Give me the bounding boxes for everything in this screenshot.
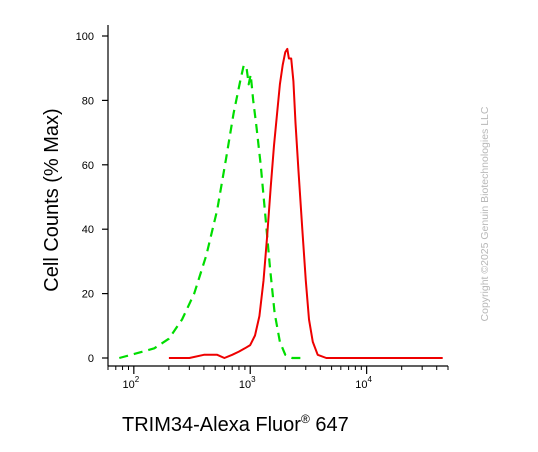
x-axis-label: TRIM34-Alexa Fluor® 647 xyxy=(122,412,349,437)
x-axis-label-main: TRIM34-Alexa Fluor xyxy=(122,414,301,436)
axes: 0 20 40 60 80 100 102 103 104 xyxy=(76,25,449,391)
series-line-1 xyxy=(168,47,443,359)
y-axis-label-text: Cell Counts (% Max) xyxy=(41,108,63,291)
y-tick-label: 40 xyxy=(82,224,94,236)
copyright-watermark: Copyright ©2025 Genuin Biotechnologies L… xyxy=(479,106,491,321)
y-tick-label: 60 xyxy=(82,160,94,172)
series-layer xyxy=(119,47,443,360)
y-tick-label: 80 xyxy=(82,95,94,107)
y-tick-label: 100 xyxy=(76,31,94,43)
watermark-text: Copyright ©2025 Genuin Biotechnologies L… xyxy=(479,106,491,321)
x-axis-label-tail: 647 xyxy=(315,414,349,436)
x-tick-exponent: 3 xyxy=(251,375,256,384)
x-tick-exponent: 4 xyxy=(368,375,373,384)
y-tick-label: 20 xyxy=(82,289,94,301)
registered-mark: ® xyxy=(300,412,310,426)
x-tick-exponent: 2 xyxy=(135,375,140,384)
x-tick-label: 103 xyxy=(239,375,256,391)
x-tick-label: 104 xyxy=(355,375,372,391)
y-tick-label: 0 xyxy=(88,353,94,365)
series-line-0 xyxy=(119,63,303,360)
x-tick-label: 102 xyxy=(122,375,139,391)
y-axis-label: Cell Counts (% Max) xyxy=(41,108,63,291)
